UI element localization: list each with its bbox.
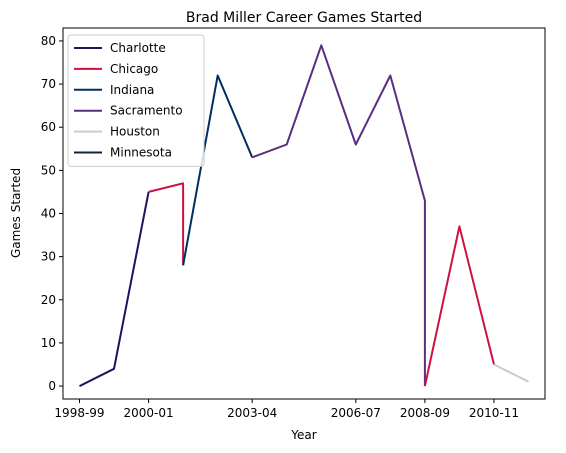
legend-label: Minnesota xyxy=(110,146,172,160)
series-line-chicago xyxy=(423,225,495,387)
x-tick-label: 1998-99 xyxy=(54,406,104,420)
y-tick-label: 60 xyxy=(41,120,56,134)
y-tick-label: 50 xyxy=(41,163,56,177)
x-tick-label: 2000-01 xyxy=(124,406,174,420)
y-tick-label: 20 xyxy=(41,293,56,307)
plot-frame xyxy=(62,27,546,400)
y-tick-label: 80 xyxy=(41,34,56,48)
y-tick-label: 30 xyxy=(41,250,56,264)
series-line-indiana xyxy=(182,74,254,266)
chart-title: Brad Miller Career Games Started xyxy=(186,10,422,26)
y-tick-label: 0 xyxy=(48,379,56,393)
legend-label: Chicago xyxy=(110,62,158,76)
x-tick-label: 2006-07 xyxy=(331,406,381,420)
legend-box xyxy=(67,34,205,167)
x-tick-label: 2010-11 xyxy=(469,406,519,420)
y-tick-label: 10 xyxy=(41,336,56,350)
y-tick-label: 40 xyxy=(41,207,56,221)
series-line-houston xyxy=(493,363,529,383)
legend: Charlotte Chicago Indiana Sacramento Houston… xyxy=(67,34,205,167)
legend-label: Charlotte xyxy=(110,41,166,55)
legend-label: Houston xyxy=(110,125,160,139)
legend-label: Sacramento xyxy=(110,104,183,118)
series-line-chicago xyxy=(148,182,185,266)
x-tick-label: 2008-09 xyxy=(400,406,450,420)
x-axis-label: Year xyxy=(290,428,316,442)
y-axis-label: Games Started xyxy=(9,168,23,258)
ticks: 1998-99 2000-01 2003-04 2006-07 2008-09 2010-… xyxy=(41,34,519,420)
series-line-charlotte xyxy=(79,191,150,387)
series-line-sacramento xyxy=(251,44,426,387)
x-tick-label: 2003-04 xyxy=(227,406,277,420)
lines xyxy=(79,44,529,387)
legend-label: Indiana xyxy=(110,83,154,97)
y-tick-label: 70 xyxy=(41,77,56,91)
